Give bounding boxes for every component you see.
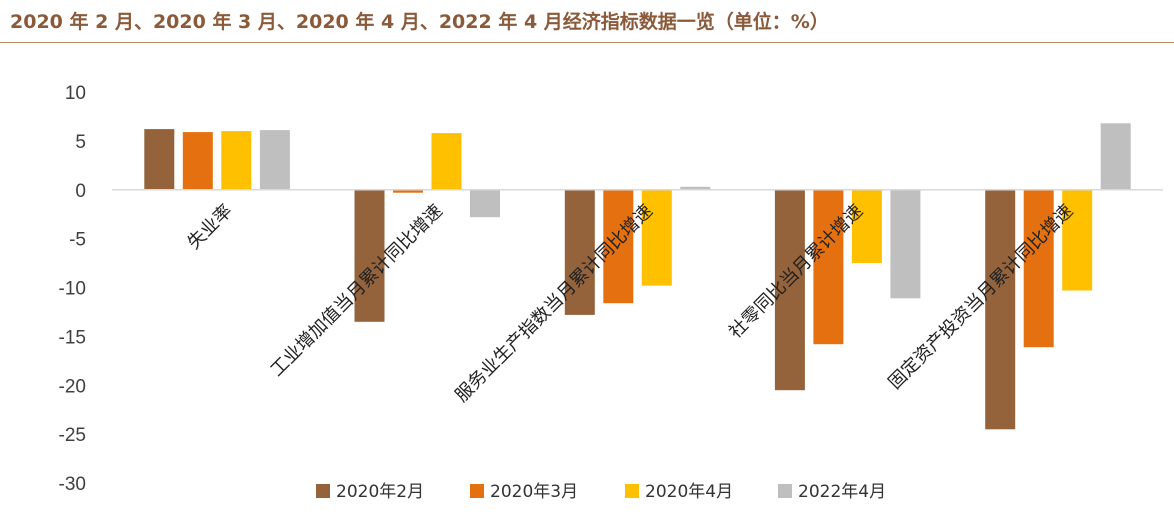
bar <box>603 189 634 304</box>
title-divider <box>0 42 1174 43</box>
bar <box>680 186 711 190</box>
bar <box>470 189 500 218</box>
bar <box>393 189 423 193</box>
bar <box>1062 189 1093 291</box>
legend-swatch <box>470 484 484 498</box>
legend-item: 2020年3月 <box>470 482 578 502</box>
bar <box>259 130 290 190</box>
legend-label: 2020年3月 <box>490 482 578 502</box>
y-tick-label: -10 <box>59 279 86 300</box>
legend-swatch <box>778 484 792 498</box>
bar <box>851 189 882 264</box>
bar <box>1023 189 1054 348</box>
legend-label: 2020年2月 <box>336 482 424 502</box>
legend: 2020年2月 2020年3月 2020年4月 2022年4月 <box>316 482 886 502</box>
y-tick-label: 5 <box>75 132 86 153</box>
bar <box>985 189 1016 430</box>
y-tick-label: -25 <box>59 425 86 446</box>
bar <box>1100 123 1131 190</box>
bar <box>144 129 175 190</box>
bar <box>564 189 595 315</box>
bar <box>431 133 462 190</box>
y-tick-label: -5 <box>69 230 86 251</box>
legend-item: 2020年4月 <box>625 482 733 502</box>
y-axis-ticks: 10 5 0 -5 -10 -15 -20 -25 -30 <box>59 83 86 495</box>
category-labels: 失业率 工业增加值当月累计同比增速 服务业生产指数当月累计同比增速 社零同比当月累计增… <box>184 200 1078 406</box>
y-tick-label: 10 <box>65 83 86 104</box>
chart-title: 2020 年 2 月、2020 年 3 月、2020 年 4 月、2022 年 … <box>10 11 829 33</box>
category-label: 服务业生产指数当月累计同比增速 <box>451 200 657 406</box>
legend-item: 2022年4月 <box>778 482 886 502</box>
bar <box>182 132 213 190</box>
y-tick-label: -30 <box>59 474 86 495</box>
y-tick-label: 0 <box>75 181 86 202</box>
bar <box>774 189 805 391</box>
category-label: 失业率 <box>184 200 237 253</box>
legend-swatch <box>625 484 639 498</box>
bar <box>221 131 252 190</box>
bar <box>354 189 385 322</box>
y-tick-label: -15 <box>59 327 86 348</box>
legend-label: 2020年4月 <box>645 482 733 502</box>
bar <box>890 189 921 299</box>
bar <box>641 189 672 286</box>
bars-layer <box>144 123 1131 430</box>
legend-swatch <box>316 484 330 498</box>
legend-item: 2020年2月 <box>316 482 424 502</box>
bar <box>813 189 844 345</box>
y-tick-label: -20 <box>59 376 86 397</box>
legend-label: 2022年4月 <box>798 482 886 502</box>
